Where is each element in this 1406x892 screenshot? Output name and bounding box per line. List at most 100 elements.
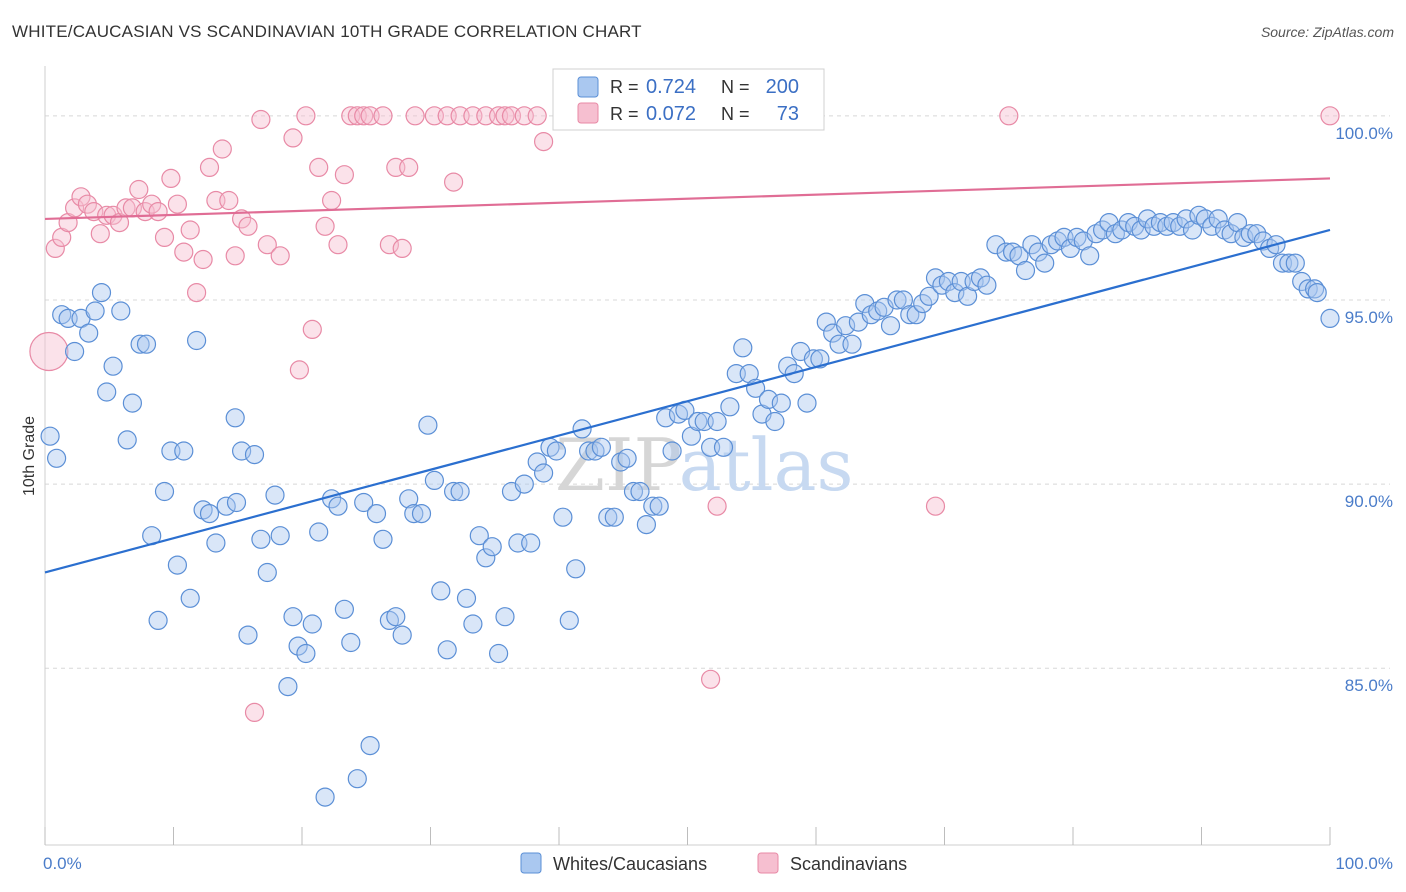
whites-point bbox=[354, 492, 374, 513]
watermark: ZIPatlas bbox=[555, 423, 853, 507]
scandinavians-point bbox=[707, 496, 727, 516]
scandinavians-point bbox=[45, 238, 65, 258]
whites-point bbox=[283, 607, 303, 627]
scandinavians-point bbox=[405, 106, 425, 126]
whites-point bbox=[52, 305, 72, 325]
whites-point bbox=[296, 643, 316, 664]
scandinavians-point bbox=[399, 157, 419, 177]
whites-point bbox=[495, 607, 515, 627]
series-whites-points bbox=[40, 205, 1340, 807]
whites-point bbox=[437, 640, 457, 660]
whites-point bbox=[347, 769, 367, 789]
whites-point bbox=[964, 271, 984, 292]
whites-point bbox=[1307, 283, 1327, 303]
legend-box-r-value-blue: 0.724 bbox=[646, 76, 696, 98]
whites-point bbox=[623, 481, 644, 502]
whites-point bbox=[278, 676, 298, 697]
whites-point bbox=[40, 426, 60, 446]
scandinavians-point bbox=[129, 179, 149, 200]
whites-point bbox=[816, 312, 836, 332]
whites-point bbox=[111, 301, 131, 321]
trendline-whites bbox=[44, 228, 1331, 574]
whites-point bbox=[668, 404, 689, 424]
whites-point bbox=[514, 474, 534, 494]
scandinavians-point bbox=[354, 106, 374, 126]
whites-point bbox=[585, 441, 605, 461]
whites-point bbox=[533, 463, 554, 483]
whites-point bbox=[469, 526, 489, 546]
whites-point bbox=[656, 408, 676, 428]
whites-point bbox=[977, 275, 997, 295]
whites-point bbox=[1176, 209, 1196, 229]
scandinavians-point bbox=[238, 216, 258, 236]
whites-point bbox=[970, 268, 991, 288]
whites-point bbox=[130, 334, 150, 354]
legend-box-swatch-blue bbox=[577, 76, 599, 98]
scandinavians-point bbox=[167, 194, 187, 214]
whites-point bbox=[85, 301, 105, 321]
whites-point bbox=[720, 397, 740, 417]
whites-point bbox=[386, 607, 406, 627]
legend-box-n-label-blue: N = bbox=[721, 77, 750, 97]
whites-point bbox=[771, 393, 791, 413]
whites-point bbox=[206, 533, 226, 553]
whites-point bbox=[148, 610, 168, 631]
scandinavians-point bbox=[251, 109, 271, 130]
whites-point bbox=[489, 643, 509, 664]
x-tick-label: 0.0% bbox=[43, 854, 82, 873]
whites-point bbox=[578, 441, 599, 461]
whites-point bbox=[810, 349, 830, 369]
scandinavians-point bbox=[527, 106, 547, 126]
whites-point bbox=[1067, 227, 1087, 247]
whites-point bbox=[463, 614, 483, 634]
scandinavians-point bbox=[322, 190, 342, 211]
whites-point bbox=[887, 290, 907, 310]
whites-point bbox=[1092, 220, 1113, 240]
scandinavians-point bbox=[373, 106, 393, 126]
whites-point bbox=[986, 235, 1006, 255]
whites-point bbox=[1208, 209, 1228, 229]
whites-point bbox=[424, 470, 444, 490]
scandinavians-point bbox=[193, 249, 213, 270]
whites-point bbox=[1035, 253, 1055, 273]
scandinavians-point bbox=[90, 224, 110, 244]
whites-point bbox=[598, 507, 618, 527]
whites-point bbox=[945, 283, 965, 303]
x-tick-label: 100.0% bbox=[1335, 854, 1393, 873]
whites-point bbox=[521, 533, 541, 553]
whites-point bbox=[444, 481, 464, 502]
whites-point bbox=[244, 445, 265, 465]
scandinavians-point bbox=[64, 198, 85, 218]
whites-point bbox=[617, 448, 637, 468]
scandinavians-point bbox=[212, 139, 232, 159]
scandinavians-point bbox=[700, 669, 721, 689]
whites-point bbox=[611, 452, 631, 472]
scandinavians-point bbox=[315, 216, 335, 236]
whites-point bbox=[251, 529, 271, 549]
legend-swatch-scandinavians bbox=[757, 852, 779, 874]
legend-label-scandinavians: Scandinavians bbox=[790, 854, 907, 874]
scandinavians-point bbox=[154, 227, 175, 247]
whites-point bbox=[1002, 242, 1023, 262]
whites-point bbox=[733, 338, 753, 358]
chart-source: Source: ZipAtlas.com bbox=[1260, 24, 1394, 40]
y-tick-label: 95.0% bbox=[1345, 308, 1393, 327]
whites-point bbox=[450, 481, 470, 502]
whites-point bbox=[136, 334, 157, 354]
whites-point bbox=[1170, 216, 1190, 236]
scandinavians-point bbox=[71, 187, 91, 207]
trendlines bbox=[44, 177, 1331, 574]
whites-point bbox=[797, 393, 817, 413]
scandinavians-point bbox=[180, 220, 200, 240]
whites-point bbox=[868, 301, 888, 321]
whites-point bbox=[476, 548, 496, 568]
legend-swatch-whites bbox=[520, 852, 542, 874]
scandinavians-point bbox=[495, 106, 515, 126]
whites-point bbox=[91, 283, 112, 303]
scandinavians-point bbox=[379, 235, 399, 255]
whites-point bbox=[1304, 279, 1325, 299]
whites-point bbox=[707, 411, 727, 432]
scandinavians-point bbox=[187, 283, 207, 303]
scandinavians-point bbox=[302, 319, 322, 339]
scandinavians-point bbox=[232, 209, 252, 229]
